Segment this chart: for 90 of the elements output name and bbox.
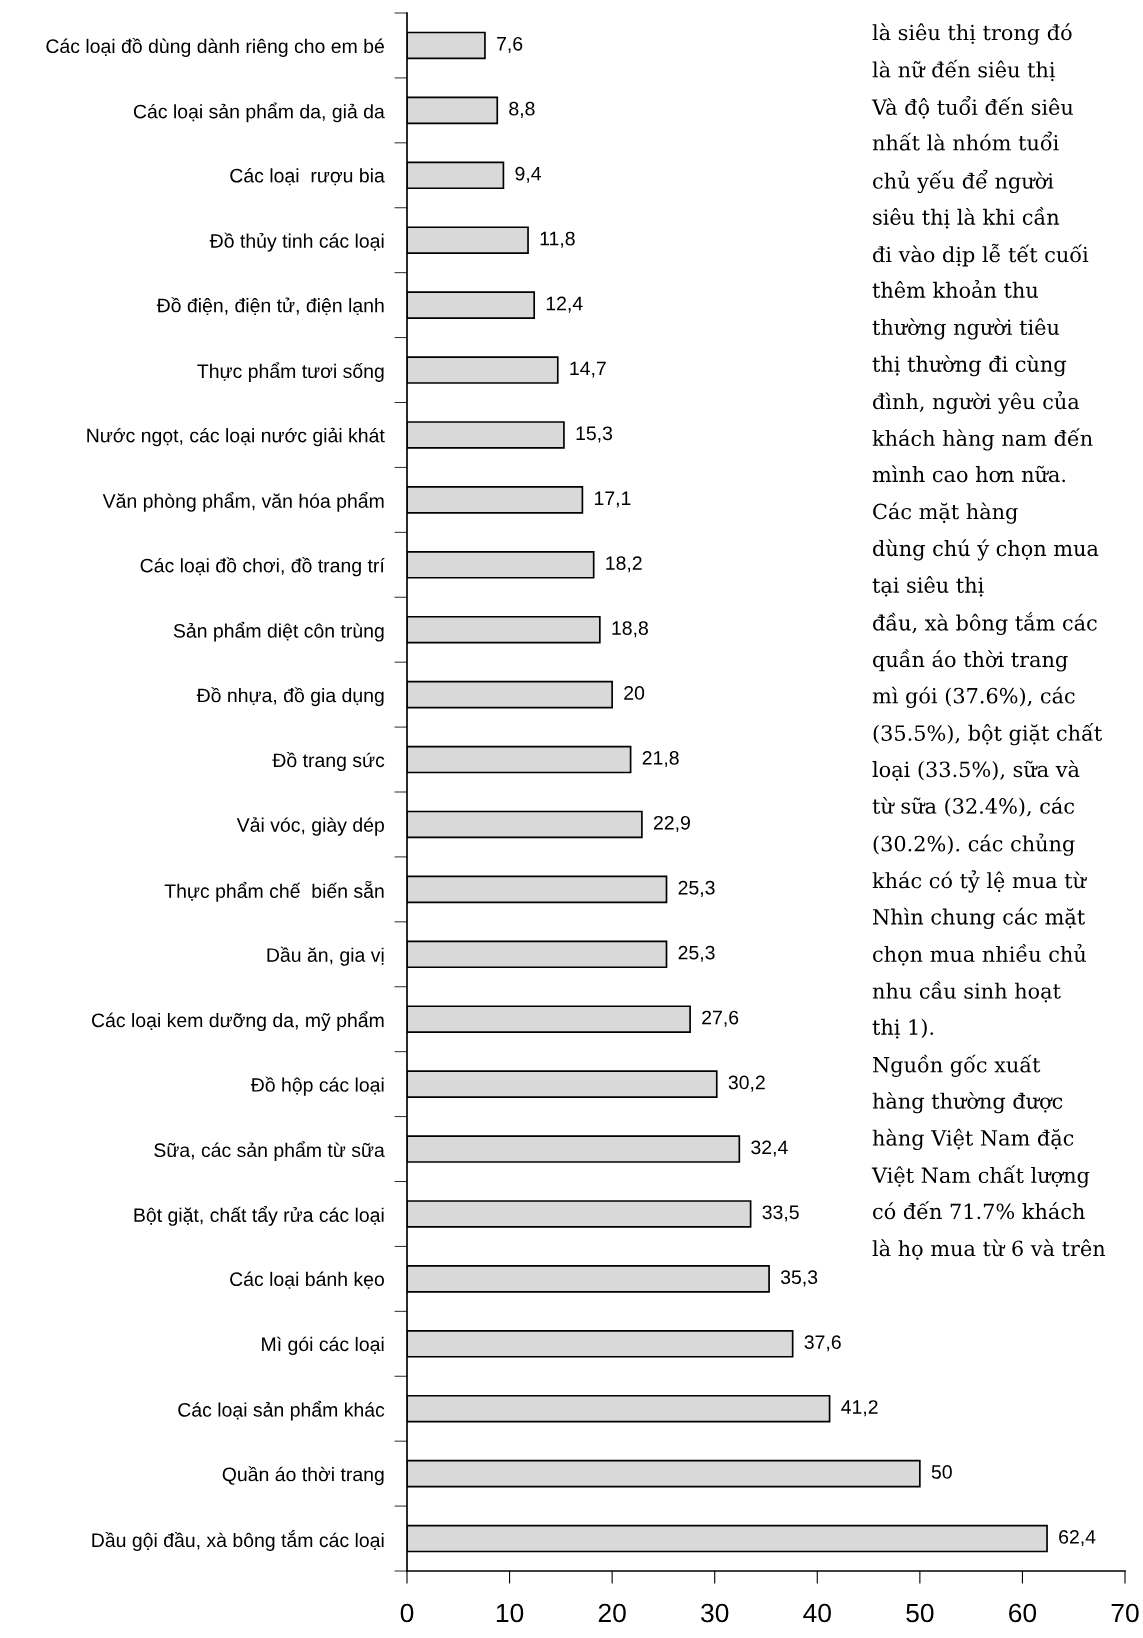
y-tick-label: Bột giặt, chất tẩy rửa các loại: [134, 1206, 384, 1226]
annotation: quần áo thời trang: [873, 649, 1068, 672]
data-label: 14,7: [570, 361, 606, 378]
annotation: tại siêu thị: [872, 576, 984, 597]
y-tick-label: Đồ trang sức: [272, 752, 385, 772]
data-label: 50: [931, 1465, 952, 1479]
y-tick-label: Dầu ăn, gia vị: [267, 946, 384, 966]
annotation: Việt Nam chất lượng: [871, 1165, 1090, 1188]
annotation: đầu, xà bông tắm các: [873, 612, 1097, 636]
annotation: Các mặt hàng: [873, 502, 1018, 524]
annotation: là họ mua từ 6 và trên: [872, 1239, 1106, 1260]
annotation: hàng thường được: [872, 1091, 1063, 1114]
annotation: nhu cầu sinh hoạt: [872, 980, 1061, 1003]
data-label: 9,4: [515, 166, 541, 183]
annotation: khác có tỷ lệ mua từ: [872, 870, 1087, 893]
annotation: chủ yếu để người: [873, 169, 1054, 194]
y-tick-label: Đồ hộp các loại: [250, 1076, 384, 1096]
data-label: 7,6: [497, 36, 523, 53]
annotation: thị thường đi cùng: [872, 355, 1067, 377]
x-tick-label: 10: [496, 1603, 524, 1623]
data-label: 12,4: [546, 296, 583, 313]
annotation: dùng chú ý chọn mua: [873, 539, 1099, 561]
annotation: từ sữa (32.4%), các: [872, 796, 1075, 817]
data-label: 20: [624, 686, 645, 700]
annotation: mì gói (37.6%), các: [872, 686, 1075, 708]
annotation: đình, người yêu của: [873, 391, 1080, 414]
data-label: 18,8: [612, 621, 648, 638]
data-label: 32,4: [751, 1140, 788, 1157]
x-tick-label: 20: [598, 1603, 626, 1623]
annotation: hàng Việt Nam đặc: [872, 1128, 1074, 1151]
y-tick-label: Đồ điện, điện tử, điện lạnh: [156, 297, 384, 316]
data-label: 22,9: [653, 815, 690, 832]
annotation: thường người tiêu: [872, 318, 1060, 340]
y-tick-label: Các loại sản phẩm da, giả da: [133, 102, 385, 123]
x-tick-label: 40: [803, 1603, 831, 1623]
data-label: 41,2: [841, 1400, 878, 1417]
y-tick-label: Thực phẩm chế biến sẵn: [164, 880, 384, 902]
annotation: (30.2%). các chủng: [873, 833, 1075, 856]
x-tick-label: 70: [1111, 1603, 1139, 1623]
data-label: 25,3: [678, 880, 715, 897]
y-tick-label: Vải vóc, giày dép: [236, 817, 384, 836]
data-label: 25,3: [678, 945, 715, 962]
y-tick-label: Mì gói các loại: [262, 1336, 384, 1355]
y-tick-label: Quần áo thời trang: [222, 1466, 384, 1486]
y-tick-label: Các loại rượu bia: [230, 168, 385, 186]
y-tick-label: Văn phòng phẩm, văn hóa phẩm: [102, 492, 384, 512]
annotation: nhất là nhóm tuổi: [872, 131, 1059, 151]
x-tick-label: 0: [400, 1603, 414, 1623]
annotation: khách hàng nam đến: [872, 428, 1093, 451]
data-label: 62,4: [1059, 1529, 1096, 1547]
annotation: mình cao hơn nữa.: [872, 465, 1066, 483]
data-label: 37,6: [804, 1335, 841, 1352]
annotation: là nữ đến siêu thị: [872, 59, 1056, 82]
data-label: 18,2: [606, 556, 642, 573]
x-tick-label: 50: [906, 1603, 934, 1623]
y-tick-label: Sữa, các sản phẩm từ sữa: [154, 1141, 385, 1161]
y-tick-label: Đồ thủy tinh các loại: [209, 232, 384, 252]
y-tick-label: Thực phẩm tươi sống: [197, 362, 384, 382]
x-tick-label: 60: [1009, 1603, 1037, 1623]
y-tick-label: Nước ngọt, các loại nước giải khát: [87, 427, 385, 447]
annotation: là siêu thị trong đó: [872, 23, 1072, 45]
annotation: Nguồn gốc xuất: [873, 1054, 1041, 1077]
y-tick-label: Đồ nhựa, đồ gia dụng: [196, 687, 384, 707]
annotation: thêm khoản thu: [872, 279, 1038, 298]
y-tick-label: Các loại đồ dùng dành riêng cho em bé: [46, 37, 384, 57]
data-label: 30,2: [728, 1075, 765, 1092]
y-tick-label: Các loại kem dưỡng da, mỹ phẩm: [91, 1011, 384, 1032]
annotation: Và độ tuổi đến siêu: [871, 95, 1074, 119]
annotation: Nhìn chung các mặt: [873, 907, 1085, 930]
annotation: đi vào dịp lễ tết cuối: [873, 243, 1089, 267]
y-tick-label: Dầu gội đầu, xà bông tắm các loại: [92, 1530, 384, 1552]
y-tick-label: Các loại đồ chơi, đồ trang trí: [140, 557, 385, 577]
data-label: 35,3: [780, 1270, 818, 1287]
annotation: siêu thị là khi cần: [873, 207, 1060, 229]
x-tick-label: 30: [701, 1603, 729, 1623]
annotation: chọn mua nhiều chủ: [873, 943, 1086, 966]
data-label: 33,5: [762, 1205, 799, 1222]
data-label: 17,1: [594, 491, 631, 508]
data-label: 8,8: [509, 101, 535, 118]
annotation: thị 1).: [872, 1018, 934, 1039]
annotation: (35.5%), bột giặt chất: [873, 723, 1103, 746]
data-label: 11,8: [540, 231, 575, 248]
y-tick-label: Sản phẩm diệt côn trùng: [173, 621, 384, 642]
y-tick-label: Các loại bánh kẹo: [230, 1271, 384, 1289]
data-label: 21,8: [642, 750, 679, 768]
annotation: loại (33.5%), sữa và: [872, 760, 1080, 781]
y-tick-label: Các loại sản phẩm khác: [178, 1400, 385, 1421]
data-label: 15,3: [576, 426, 613, 443]
data-label: 27,6: [702, 1010, 739, 1027]
annotation: có đến 71.7% khách: [873, 1201, 1085, 1220]
